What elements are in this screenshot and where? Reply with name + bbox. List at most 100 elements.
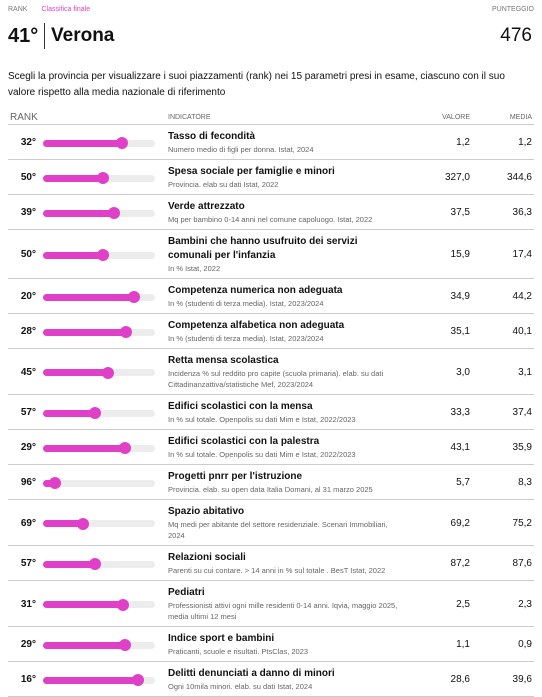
indicator-source: Mq medi per abitante del settore residen… <box>168 520 388 540</box>
value: 28,6 <box>450 674 470 685</box>
rank-track <box>43 326 155 338</box>
average: 87,6 <box>512 558 532 569</box>
overall-rank: 41° <box>8 24 39 47</box>
rank-bar <box>43 409 96 417</box>
rank-track <box>43 407 155 419</box>
subtitle: Classifica finale <box>41 6 91 13</box>
table-row: 96° Progetti pnrr per l'istruzione Provinc… <box>8 465 534 500</box>
rank-knob <box>116 598 129 611</box>
rank-knob <box>118 442 131 454</box>
rank-knob <box>115 137 128 149</box>
indicator-title: Delitti denunciati a danno di minori <box>168 668 335 679</box>
rank-bar <box>43 209 115 217</box>
indicator-title: Tasso di fecondità <box>168 131 256 142</box>
indicator-title: Edifici scolastici con la mensa <box>168 401 313 412</box>
rank-bar <box>43 601 123 608</box>
table-row: 16° Delitti denunciati a danno di minori O… <box>8 662 534 697</box>
rank-knob <box>132 674 145 686</box>
average: 0,9 <box>518 639 532 650</box>
rank-knob <box>48 477 61 489</box>
indicator-title: Spesa sociale per famiglie e minori <box>168 166 335 177</box>
rank-label: RANK <box>8 6 28 13</box>
rank: 69° <box>20 517 36 529</box>
indicator: Retta mensa scolastica Incidenza % sul re… <box>168 354 408 390</box>
rank-bar-cell <box>40 598 168 611</box>
rank-bar <box>43 369 108 376</box>
rank-bar-cell <box>40 477 168 489</box>
rank: 20° <box>20 291 36 302</box>
value: 15,9 <box>450 249 470 260</box>
value: 87,2 <box>450 558 470 569</box>
rank: 57° <box>20 407 36 418</box>
indicator-source: Numero medio di figli per donna. Istat, … <box>168 145 314 154</box>
indicator-title: Verde attrezzato <box>168 201 245 212</box>
value: 5,7 <box>456 477 470 488</box>
rank: 32° <box>20 137 36 148</box>
indicator-title: Progetti pnrr per l'istruzione <box>168 471 303 482</box>
table-row: 28° Competenza alfabetica non adeguata In … <box>8 314 534 349</box>
rank-bar-cell <box>40 291 168 303</box>
rank-bar-cell <box>40 172 168 184</box>
average: 40,1 <box>512 326 532 337</box>
indicator-source: In % (studenti di terza media). Istat, 2… <box>168 299 324 308</box>
page: RANK Classifica finale PUNTEGGIO 41° Vero… <box>8 6 534 697</box>
table-row: 57° Edifici scolastici con la mensa In % s… <box>8 395 534 430</box>
spacer <box>40 112 168 124</box>
indicator-title: Edifici scolastici con la palestra <box>168 436 320 447</box>
table-row: 20° Competenza numerica non adeguata In % … <box>8 279 534 314</box>
value: 35,1 <box>450 326 470 337</box>
value: 33,3 <box>450 407 470 418</box>
rank-bar-cell <box>40 558 168 570</box>
value: 2,5 <box>456 598 470 610</box>
indicator-source: Parenti su cui contare. > 14 anni in % s… <box>168 566 386 575</box>
rank-track <box>43 674 155 686</box>
rank-bar-cell <box>40 249 168 261</box>
rank-bar <box>43 251 103 259</box>
column-header: VALORE <box>442 114 470 121</box>
rank: 50° <box>20 249 36 260</box>
rank-bar <box>43 174 103 182</box>
indicator-title: Competenza numerica non adeguata <box>168 285 343 296</box>
rank-knob <box>119 326 132 338</box>
table-row: 31° Pediatri Professionisti attivi ogni mi… <box>8 581 534 627</box>
average: 39,6 <box>512 674 532 685</box>
average: 36,3 <box>512 207 532 218</box>
rank-bar-cell <box>40 207 168 219</box>
rank-bar <box>43 641 125 649</box>
average: 17,4 <box>512 249 532 260</box>
indicator-source: Provincia. elab. su open data Italia Dom… <box>168 485 373 494</box>
rank-track <box>43 172 155 184</box>
table-row: 50° Bambini che hanno usufruito dei servi… <box>8 230 534 279</box>
rank-track <box>43 137 155 149</box>
rank-track <box>43 442 155 454</box>
rank-track <box>43 249 155 261</box>
header-main: 41° Verona 476 <box>8 21 534 51</box>
value: 69,2 <box>450 517 470 529</box>
indicator: Edifici scolastici con la mensa In % sul … <box>168 400 408 425</box>
score-label: PUNTEGGIO <box>491 6 534 13</box>
rank-bar-cell <box>40 674 168 686</box>
average: 1,2 <box>518 137 532 148</box>
indicator-source: In % sul totale. Openpolis su dati Mim e… <box>168 415 356 424</box>
indicator-source: Professionisti attivi ogni mille residen… <box>168 601 398 621</box>
table-row: 29° Edifici scolastici con la palestra In … <box>8 430 534 465</box>
rank-track <box>43 291 155 303</box>
rank-bar <box>43 444 125 452</box>
indicator-title: Spazio abitativo <box>168 506 245 517</box>
indicator: Spazio abitativo Mq medi per abitante del… <box>168 505 408 541</box>
rank-bar <box>43 328 126 336</box>
rank-bar <box>43 676 139 684</box>
rank-bar <box>43 520 83 527</box>
indicator: Bambini che hanno usufruito dei servizi … <box>168 235 408 274</box>
average: 8,3 <box>518 477 532 488</box>
indicator: Tasso di fecondità Numero medio di figli … <box>168 130 408 155</box>
value: 1,1 <box>456 639 470 650</box>
indicator: Relazioni sociali Parenti su cui contare.… <box>168 551 408 576</box>
table-row: 69° Spazio abitativo Mq medi per abitante … <box>8 500 534 546</box>
indicator-source: Mq per bambino 0-14 anni nel comune capo… <box>168 215 373 224</box>
description: Scegli la provincia per visualizzare i s… <box>8 71 505 98</box>
rank: 39° <box>20 207 36 218</box>
rank-knob <box>76 517 89 530</box>
city-name[interactable]: Verona <box>51 25 115 46</box>
